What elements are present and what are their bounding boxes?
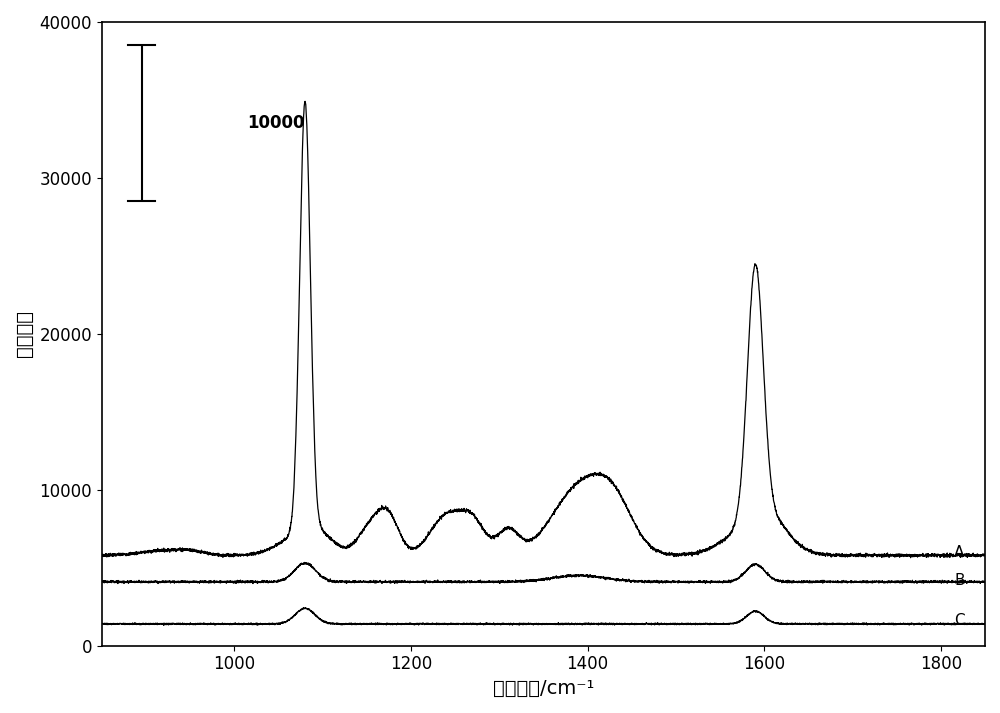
Text: 10000: 10000 (248, 114, 305, 133)
X-axis label: 拉曼位移/cm⁻¹: 拉曼位移/cm⁻¹ (493, 679, 594, 698)
Y-axis label: 拉曼强度: 拉曼强度 (15, 310, 34, 357)
Text: A: A (954, 545, 964, 560)
Text: C: C (954, 613, 965, 628)
Text: B: B (954, 573, 965, 588)
